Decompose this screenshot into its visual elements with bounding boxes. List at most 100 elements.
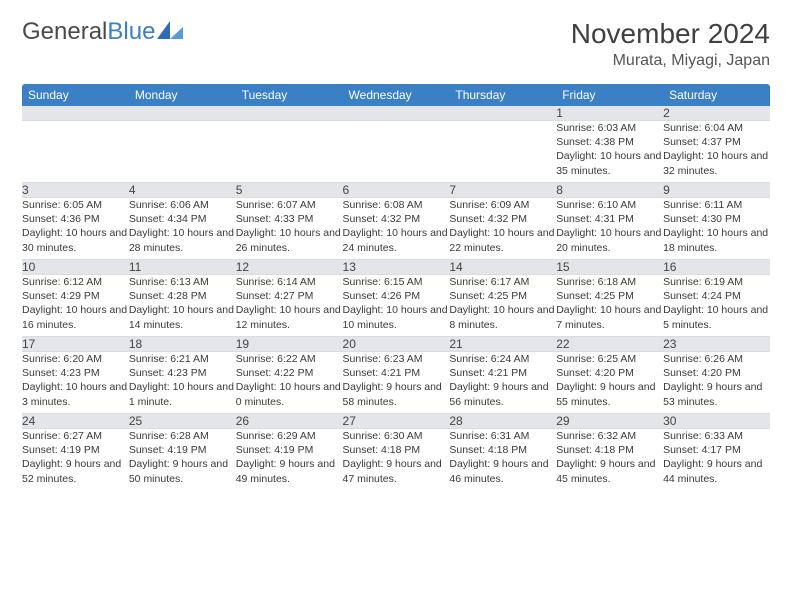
sunset-text: Sunset: 4:33 PM bbox=[236, 212, 343, 226]
sunset-text: Sunset: 4:29 PM bbox=[22, 289, 129, 303]
day-number-cell: 28 bbox=[449, 414, 556, 429]
sunset-text: Sunset: 4:20 PM bbox=[556, 366, 663, 380]
daylight-text: Daylight: 9 hours and 46 minutes. bbox=[449, 457, 556, 485]
daylight-text: Daylight: 10 hours and 20 minutes. bbox=[556, 226, 663, 254]
daylight-text: Daylight: 10 hours and 7 minutes. bbox=[556, 303, 663, 331]
sunset-text: Sunset: 4:30 PM bbox=[663, 212, 770, 226]
sunrise-text: Sunrise: 6:33 AM bbox=[663, 429, 770, 443]
brand-logo: GeneralBlue bbox=[22, 18, 183, 46]
day-detail-row: Sunrise: 6:20 AMSunset: 4:23 PMDaylight:… bbox=[22, 352, 770, 414]
brand-part1: General bbox=[22, 18, 107, 46]
sunrise-text: Sunrise: 6:20 AM bbox=[22, 352, 129, 366]
daylight-text: Daylight: 9 hours and 52 minutes. bbox=[22, 457, 129, 485]
sunrise-text: Sunrise: 6:04 AM bbox=[663, 121, 770, 135]
sunset-text: Sunset: 4:28 PM bbox=[129, 289, 236, 303]
daylight-text: Daylight: 10 hours and 1 minute. bbox=[129, 380, 236, 408]
header: GeneralBlue November 2024 Murata, Miyagi… bbox=[22, 18, 770, 70]
sunset-text: Sunset: 4:19 PM bbox=[22, 443, 129, 457]
sunrise-text: Sunrise: 6:30 AM bbox=[343, 429, 450, 443]
sunset-text: Sunset: 4:25 PM bbox=[449, 289, 556, 303]
daylight-text: Daylight: 10 hours and 3 minutes. bbox=[22, 380, 129, 408]
day-detail-cell: Sunrise: 6:29 AMSunset: 4:19 PMDaylight:… bbox=[236, 429, 343, 491]
sunrise-text: Sunrise: 6:29 AM bbox=[236, 429, 343, 443]
day-detail-cell: Sunrise: 6:05 AMSunset: 4:36 PMDaylight:… bbox=[22, 198, 129, 260]
sunset-text: Sunset: 4:20 PM bbox=[663, 366, 770, 380]
day-detail-cell: Sunrise: 6:28 AMSunset: 4:19 PMDaylight:… bbox=[129, 429, 236, 491]
day-number-cell: 26 bbox=[236, 414, 343, 429]
weekday-header: Monday bbox=[129, 84, 236, 106]
sunrise-text: Sunrise: 6:24 AM bbox=[449, 352, 556, 366]
day-number-cell: 18 bbox=[129, 337, 236, 352]
daylight-text: Daylight: 9 hours and 50 minutes. bbox=[129, 457, 236, 485]
day-number-cell: 8 bbox=[556, 183, 663, 198]
weekday-header: Friday bbox=[556, 84, 663, 106]
weekday-header: Thursday bbox=[449, 84, 556, 106]
sunset-text: Sunset: 4:23 PM bbox=[129, 366, 236, 380]
day-number-cell: 19 bbox=[236, 337, 343, 352]
sunset-text: Sunset: 4:32 PM bbox=[343, 212, 450, 226]
day-number-cell: 29 bbox=[556, 414, 663, 429]
daylight-text: Daylight: 9 hours and 44 minutes. bbox=[663, 457, 770, 485]
sunrise-text: Sunrise: 6:19 AM bbox=[663, 275, 770, 289]
day-number-cell: 25 bbox=[129, 414, 236, 429]
day-detail-cell bbox=[343, 121, 450, 183]
day-detail-cell: Sunrise: 6:08 AMSunset: 4:32 PMDaylight:… bbox=[343, 198, 450, 260]
day-detail-cell: Sunrise: 6:25 AMSunset: 4:20 PMDaylight:… bbox=[556, 352, 663, 414]
day-detail-cell: Sunrise: 6:33 AMSunset: 4:17 PMDaylight:… bbox=[663, 429, 770, 491]
daylight-text: Daylight: 10 hours and 24 minutes. bbox=[343, 226, 450, 254]
day-number-cell: 14 bbox=[449, 260, 556, 275]
sunset-text: Sunset: 4:31 PM bbox=[556, 212, 663, 226]
day-detail-cell: Sunrise: 6:22 AMSunset: 4:22 PMDaylight:… bbox=[236, 352, 343, 414]
day-detail-cell: Sunrise: 6:24 AMSunset: 4:21 PMDaylight:… bbox=[449, 352, 556, 414]
day-number-cell: 23 bbox=[663, 337, 770, 352]
day-detail-cell: Sunrise: 6:09 AMSunset: 4:32 PMDaylight:… bbox=[449, 198, 556, 260]
sunrise-text: Sunrise: 6:09 AM bbox=[449, 198, 556, 212]
sunrise-text: Sunrise: 6:07 AM bbox=[236, 198, 343, 212]
day-detail-cell: Sunrise: 6:06 AMSunset: 4:34 PMDaylight:… bbox=[129, 198, 236, 260]
sunset-text: Sunset: 4:36 PM bbox=[22, 212, 129, 226]
day-number-row: 10111213141516 bbox=[22, 260, 770, 275]
weekday-header: Wednesday bbox=[343, 84, 450, 106]
sunrise-text: Sunrise: 6:08 AM bbox=[343, 198, 450, 212]
sunset-text: Sunset: 4:37 PM bbox=[663, 135, 770, 149]
sunset-text: Sunset: 4:21 PM bbox=[449, 366, 556, 380]
day-number-cell: 17 bbox=[22, 337, 129, 352]
sunset-text: Sunset: 4:22 PM bbox=[236, 366, 343, 380]
location: Murata, Miyagi, Japan bbox=[571, 52, 770, 70]
sunrise-text: Sunrise: 6:22 AM bbox=[236, 352, 343, 366]
daylight-text: Daylight: 9 hours and 58 minutes. bbox=[343, 380, 450, 408]
sunrise-text: Sunrise: 6:21 AM bbox=[129, 352, 236, 366]
day-detail-row: Sunrise: 6:05 AMSunset: 4:36 PM Daylight:… bbox=[22, 198, 770, 260]
sunset-text: Sunset: 4:38 PM bbox=[556, 135, 663, 149]
daylight-text: Daylight: 10 hours and 8 minutes. bbox=[449, 303, 556, 331]
day-detail-cell: Sunrise: 6:27 AMSunset: 4:19 PMDaylight:… bbox=[22, 429, 129, 491]
day-detail-cell: Sunrise: 6:14 AMSunset: 4:27 PMDaylight:… bbox=[236, 275, 343, 337]
sunrise-text: Sunrise: 6:31 AM bbox=[449, 429, 556, 443]
sunset-text: Sunset: 4:18 PM bbox=[556, 443, 663, 457]
sunrise-text: Sunrise: 6:13 AM bbox=[129, 275, 236, 289]
day-detail-row: Sunrise: 6:27 AMSunset: 4:19 PMDaylight:… bbox=[22, 429, 770, 491]
day-detail-cell: Sunrise: 6:20 AMSunset: 4:23 PMDaylight:… bbox=[22, 352, 129, 414]
sunset-text: Sunset: 4:25 PM bbox=[556, 289, 663, 303]
sunrise-text: Sunrise: 6:12 AM bbox=[22, 275, 129, 289]
sunset-text: Sunset: 4:18 PM bbox=[449, 443, 556, 457]
daylight-text: Daylight: 10 hours and 35 minutes. bbox=[556, 149, 663, 177]
daylight-text: Daylight: 9 hours and 49 minutes. bbox=[236, 457, 343, 485]
daylight-text: Daylight: 10 hours and 10 minutes. bbox=[343, 303, 450, 331]
daylight-text: Daylight: 9 hours and 47 minutes. bbox=[343, 457, 450, 485]
day-detail-cell: Sunrise: 6:10 AMSunset: 4:31 PMDaylight:… bbox=[556, 198, 663, 260]
day-detail-row: Sunrise: 6:12 AMSunset: 4:29 PM Daylight:… bbox=[22, 275, 770, 337]
day-detail-cell bbox=[236, 121, 343, 183]
day-number-row: 12 bbox=[22, 106, 770, 121]
sunrise-text: Sunrise: 6:05 AM bbox=[22, 198, 129, 212]
day-detail-cell: Sunrise: 6:30 AMSunset: 4:18 PMDaylight:… bbox=[343, 429, 450, 491]
day-number-cell: 6 bbox=[343, 183, 450, 198]
sunrise-text: Sunrise: 6:32 AM bbox=[556, 429, 663, 443]
day-detail-cell: Sunrise: 6:31 AMSunset: 4:18 PMDaylight:… bbox=[449, 429, 556, 491]
day-detail-cell: Sunrise: 6:17 AMSunset: 4:25 PMDaylight:… bbox=[449, 275, 556, 337]
title-block: November 2024 Murata, Miyagi, Japan bbox=[571, 18, 770, 70]
day-detail-cell: Sunrise: 6:26 AMSunset: 4:20 PMDaylight:… bbox=[663, 352, 770, 414]
day-number-cell bbox=[343, 106, 450, 121]
day-detail-cell: Sunrise: 6:07 AMSunset: 4:33 PMDaylight:… bbox=[236, 198, 343, 260]
day-number-row: 3456789 bbox=[22, 183, 770, 198]
